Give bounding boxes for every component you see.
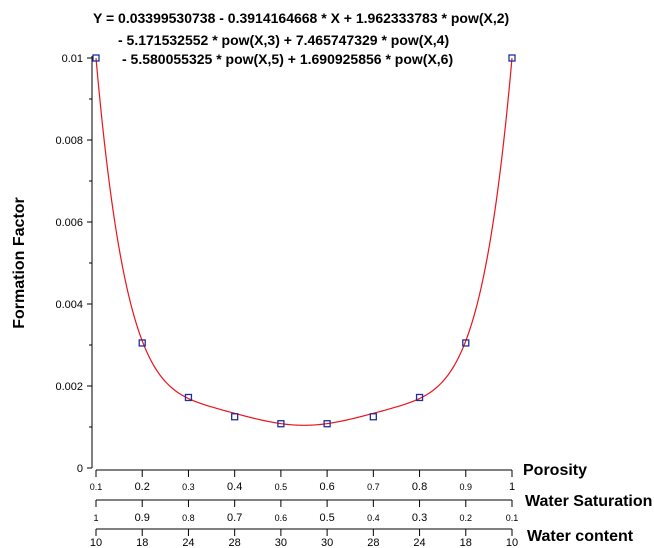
x-tick-label: 0.5 bbox=[319, 512, 334, 524]
x-tick-label: 0.7 bbox=[227, 512, 242, 524]
equation-line: - 5.580055325 * pow(X,5) + 1.690925856 *… bbox=[122, 51, 453, 67]
x-axis-title: Porosity bbox=[523, 462, 587, 479]
data-point bbox=[138, 339, 146, 347]
data-point bbox=[508, 54, 516, 62]
x-tick-label: 10 bbox=[90, 537, 102, 548]
x-tick-label: 30 bbox=[275, 537, 287, 548]
y-tick-label: 0.004 bbox=[55, 299, 83, 311]
x-axis-2: 1 0.9 0.8 0.7 0.6 0.5 0.4 0.3 0.2 0.1 Water Satura… bbox=[93, 493, 652, 524]
equation-line: Y = 0.03399530738 - 0.3914164668 * X + 1… bbox=[93, 10, 509, 26]
x-tick-label: 0.3 bbox=[182, 482, 195, 492]
x-axis-1: 0.1 0.2 0.3 0.4 0.5 0.6 0.7 0.8 0.9 1 Porosity bbox=[90, 462, 587, 493]
x-tick-label: 0.2 bbox=[460, 513, 473, 523]
y-tick-label: 0.006 bbox=[55, 217, 83, 229]
x-axis-3: 10 18 24 28 30 30 28 24 18 10 Water content bbox=[90, 528, 634, 548]
x-tick-label: 0.1 bbox=[506, 513, 519, 523]
y-tick-label: 0.002 bbox=[55, 381, 83, 393]
x-tick-label: 1 bbox=[93, 513, 98, 523]
y-tick-label: 0 bbox=[77, 463, 83, 475]
y-tick-label: 0.008 bbox=[55, 135, 83, 147]
fit-curve bbox=[95, 58, 513, 426]
y-tick-label: 0.01 bbox=[62, 53, 83, 65]
x-axis-title: Water Saturation bbox=[525, 493, 652, 510]
x-tick-label: 0.6 bbox=[319, 481, 334, 493]
x-tick-label: 30 bbox=[321, 537, 333, 548]
x-tick-label: 0.3 bbox=[412, 512, 427, 524]
data-point bbox=[184, 393, 193, 402]
x-tick-label: 0.8 bbox=[182, 513, 195, 523]
x-tick-label: 1 bbox=[509, 481, 515, 493]
data-point bbox=[369, 413, 377, 421]
chart-title: Y = 0.03399530738 - 0.3914164668 * X + 1… bbox=[93, 10, 509, 67]
x-axis-title: Water content bbox=[527, 528, 634, 545]
equation-line: - 5.171532552 * pow(X,3) + 7.465747329 *… bbox=[118, 32, 449, 48]
y-axis: 0 0.002 0.004 0.006 0.008 0.01 Formation Facto… bbox=[11, 53, 93, 475]
x-tick-label: 0.8 bbox=[412, 481, 427, 493]
x-tick-label: 0.4 bbox=[227, 481, 242, 493]
x-tick-label: 28 bbox=[229, 537, 241, 548]
x-axes: 0.1 0.2 0.3 0.4 0.5 0.6 0.7 0.8 0.9 1 Porosity 1 0.9… bbox=[90, 462, 653, 548]
x-tick-label: 10 bbox=[506, 537, 518, 548]
x-tick-label: 24 bbox=[413, 537, 425, 548]
data-point bbox=[92, 54, 100, 62]
x-tick-label: 24 bbox=[182, 537, 194, 548]
x-tick-label: 0.7 bbox=[367, 482, 380, 492]
data-point bbox=[277, 420, 285, 428]
x-tick-label: 28 bbox=[367, 537, 379, 548]
x-tick-label: 18 bbox=[460, 537, 472, 548]
x-tick-label: 0.9 bbox=[460, 482, 473, 492]
data-point bbox=[323, 420, 331, 428]
x-tick-label: 18 bbox=[136, 537, 148, 548]
data-point bbox=[462, 339, 470, 347]
data-point bbox=[415, 393, 424, 402]
x-tick-label: 0.5 bbox=[275, 482, 288, 492]
data-point bbox=[231, 413, 239, 421]
x-tick-label: 0.9 bbox=[135, 512, 150, 524]
x-tick-label: 0.4 bbox=[367, 513, 380, 523]
x-tick-label: 0.6 bbox=[275, 513, 288, 523]
x-tick-label: 0.2 bbox=[135, 481, 150, 493]
x-tick-label: 0.1 bbox=[90, 482, 103, 492]
y-axis-title: Formation Factor bbox=[11, 197, 28, 329]
plot-area bbox=[92, 54, 516, 428]
